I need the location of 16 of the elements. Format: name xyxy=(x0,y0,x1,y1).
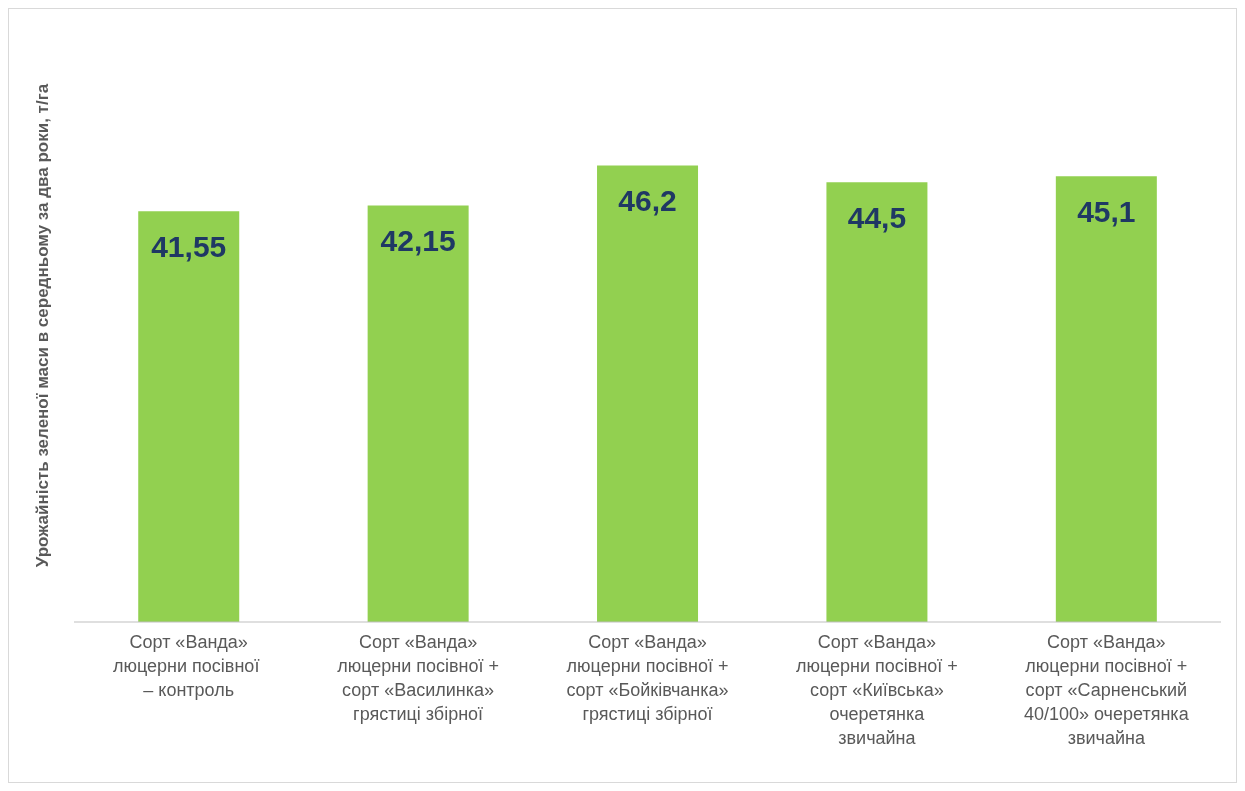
x-tick-label: Сорт «Ванда» люцерни посівної – контроль xyxy=(113,632,265,700)
bar xyxy=(367,205,469,622)
bar xyxy=(597,165,699,622)
x-tick-label: Сорт «Ванда» люцерни посівної + сорт «Сарненський 40/100» очеретянка звичайна xyxy=(1023,632,1190,748)
data-label: 42,15 xyxy=(380,224,456,258)
data-label: 46,2 xyxy=(618,184,677,218)
y-axis-title: Урожайність зеленої маси в середньому за два роки, т/га xyxy=(33,83,53,568)
data-label: 45,1 xyxy=(1077,195,1136,229)
data-label: 41,55 xyxy=(151,230,227,264)
data-label: 44,5 xyxy=(847,201,907,235)
bar xyxy=(138,211,240,622)
x-tick-label: Сорт «Ванда» люцерни посівної + сорт «Василинка» грястиці збірної xyxy=(337,632,500,724)
bar xyxy=(826,182,928,622)
x-tick-label: Сорт «Ванда» люцерни посівної + сорт «Бойківчанка» грястиці збірної xyxy=(566,632,729,724)
bar xyxy=(1055,176,1157,622)
x-tick-label: Сорт «Ванда» люцерни посівної + сорт «Київська» очеретянка звичайна xyxy=(795,632,958,748)
